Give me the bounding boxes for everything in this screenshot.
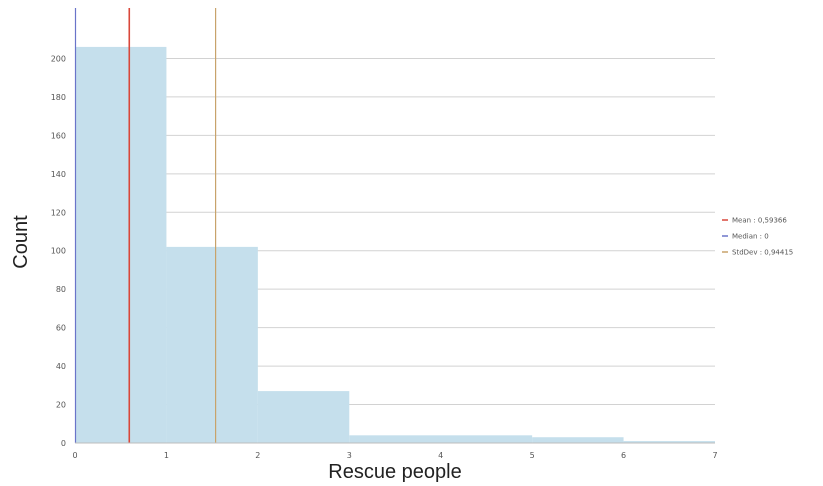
stat-lines: [74, 8, 217, 443]
legend-entry: Mean : 0,59366: [732, 217, 787, 225]
x-tick-label: 7: [712, 451, 717, 460]
x-tick-label: 4: [438, 451, 443, 460]
histogram-bar: [166, 246, 258, 443]
y-tick-label: 40: [56, 362, 66, 371]
x-tick-label: 3: [347, 451, 352, 460]
x-tick-label: 1: [164, 451, 169, 460]
y-tick-label: 120: [51, 208, 66, 217]
y-tick-label: 200: [51, 54, 66, 63]
x-axis-title: Rescue people: [328, 461, 461, 483]
y-tick-label: 100: [51, 247, 66, 256]
histogram-bars: [75, 46, 715, 443]
histogram-bar: [349, 435, 533, 443]
legend-entry: Median : 0: [732, 233, 769, 241]
y-tick-label: 80: [56, 285, 66, 294]
y-axis-title: Count: [10, 215, 32, 269]
histogram-bar: [532, 437, 624, 443]
histogram-bar: [75, 46, 167, 443]
y-tick-label: 140: [51, 170, 66, 179]
x-tick-label: 2: [255, 451, 260, 460]
legend-entry: StdDev : 0,94415: [732, 249, 793, 257]
histogram-bar: [623, 441, 715, 443]
y-tick-label: 0: [61, 439, 66, 448]
x-tick-label: 0: [72, 451, 77, 460]
y-tick-label: 180: [51, 93, 66, 102]
axes: 0 20 40 60 80 100 120 140 160 180 200 0 1 2 3 4 5 6 7: [51, 54, 718, 460]
legend: Mean : 0,59366 Median : 0 StdDev : 0,94415: [722, 217, 793, 257]
x-tick-label: 6: [621, 451, 626, 460]
histogram-bar: [257, 391, 350, 443]
y-tick-label: 20: [56, 401, 66, 410]
y-tick-label: 60: [56, 324, 66, 333]
x-tick-label: 5: [530, 451, 535, 460]
y-tick-label: 160: [51, 131, 66, 140]
